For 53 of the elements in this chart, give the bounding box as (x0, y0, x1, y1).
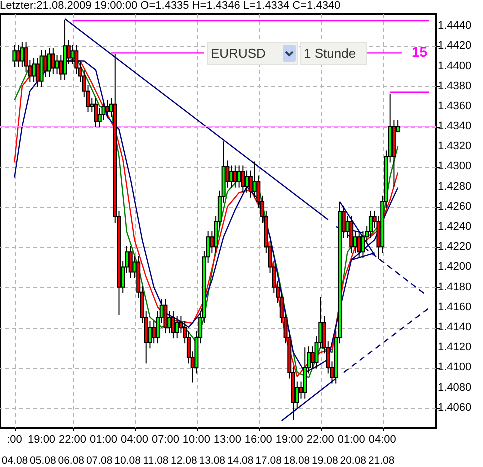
x-tick-label: 22:00 (59, 434, 87, 446)
x-tick-label: 04:00 (368, 434, 396, 446)
x-tick-label: 22:00 (306, 434, 334, 446)
dropdown-field: 1 Stunde (300, 42, 367, 65)
text: 14.08 (227, 455, 254, 467)
annotation: 1 Stunde (304, 46, 356, 61)
y-tick-label: 1.4100 (438, 362, 472, 374)
y-tick-label: 1.4140 (438, 322, 472, 334)
x-tick-label: 01:00 (90, 434, 118, 446)
text: 10.08 (114, 455, 141, 467)
y-tick-label: 1.4400 (438, 60, 472, 72)
x-tick-label: 19:00 (28, 434, 56, 446)
y-tick-label: 1.4200 (438, 261, 472, 274)
y-tick-label: 1.4180 (438, 281, 472, 294)
y-tick-label: 1.4340 (438, 120, 472, 133)
text: 19.08 (312, 455, 338, 467)
y-tick-label: 1.4380 (438, 80, 472, 92)
x-tick-label: 01:00 (338, 434, 366, 446)
text: 20.08 (340, 455, 367, 467)
y-tick-label: 1.4060 (438, 402, 472, 414)
x-tick-label: 07:00 (152, 434, 180, 446)
annotation: EURUSD (211, 46, 266, 61)
text: 13.08 (199, 455, 226, 467)
y-tick-label: 1.4320 (438, 140, 472, 153)
text: 06.08 (58, 455, 85, 467)
chart-title: Letzter:21.08.2009 19:00:00 O=1.4335 H=1.4346 L=1.4334 C=1.4340 (0, 0, 341, 12)
dropdown-field: EURUSD (207, 42, 298, 65)
text: 12.08 (171, 455, 198, 467)
y-tick-label: 1.4220 (438, 241, 472, 254)
y-tick-label: 1.4080 (438, 382, 472, 394)
y-tick-label: 1.4160 (438, 301, 472, 314)
y-tick-label: 1.4120 (438, 342, 472, 354)
series-label: 15 (412, 44, 428, 60)
text: 11.08 (143, 455, 169, 467)
text: 07.08 (86, 455, 113, 467)
y-tick-label: 1.4240 (438, 221, 472, 234)
x-tick-label: 10:00 (182, 434, 210, 446)
y-tick-label: 1.4360 (438, 100, 472, 112)
y-tick-label: 1.4300 (438, 160, 472, 173)
text: 18.08 (284, 455, 310, 467)
text: 05.08 (30, 455, 56, 467)
y-tick-label: 1.4420 (438, 40, 472, 52)
y-tick-label: 1.4440 (438, 20, 472, 32)
y-tick-label: 1.4260 (438, 200, 472, 213)
x-tick-label: 19:00 (276, 434, 304, 446)
text: 04.08 (2, 455, 28, 467)
x-tick-label: 04:00 (120, 434, 148, 446)
x-tick-label: 16:00 (244, 434, 272, 446)
text: 17.08 (256, 455, 282, 467)
text: 21.08 (368, 455, 395, 467)
x-tick-label: 13:00 (214, 434, 242, 446)
y-tick-label: 1.4280 (438, 180, 472, 193)
x-tick-label: :00 (7, 434, 22, 446)
